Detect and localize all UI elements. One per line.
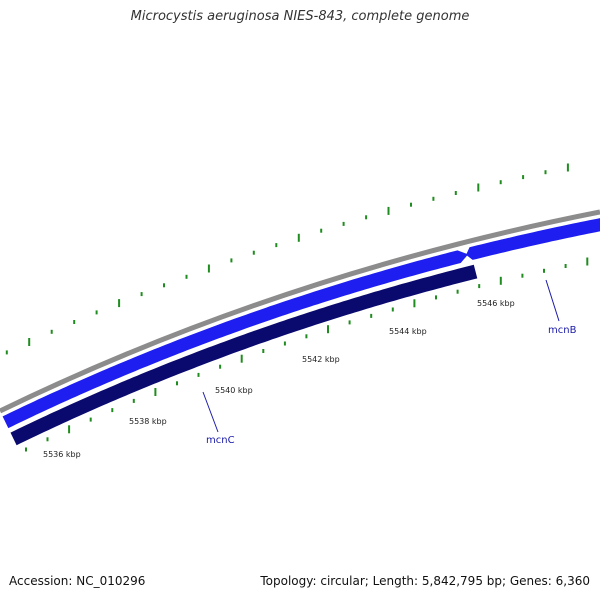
accession-text: Accession: NC_010296 — [9, 574, 146, 588]
gene-label-leader — [545, 279, 560, 322]
genome-title: Microcystis aeruginosa NIES-843, complet… — [130, 9, 470, 24]
genome-backbone — [0, 209, 600, 414]
tick-label: 5546 kbp — [477, 299, 515, 308]
tick-label: 5536 kbp — [43, 450, 81, 459]
tick-label: 5542 kbp — [302, 355, 340, 364]
gene-label-mcnC[interactable]: mcnC — [206, 435, 235, 446]
gene-label-mcnB[interactable]: mcnB — [548, 325, 577, 336]
gene-arrow-forward[interactable] — [2, 250, 469, 429]
gene-arrow-mcnB[interactable] — [466, 218, 600, 260]
tick-label: 5538 kbp — [129, 417, 167, 426]
tick-layer — [5, 163, 589, 452]
gene-arrow-mcnC[interactable] — [10, 264, 478, 446]
tick-label: 5544 kbp — [389, 327, 427, 336]
tick-label: 5540 kbp — [215, 386, 253, 395]
gene-label-leader — [202, 391, 219, 433]
genome-stats-text: Topology: circular; Length: 5,842,795 bp… — [260, 574, 590, 588]
